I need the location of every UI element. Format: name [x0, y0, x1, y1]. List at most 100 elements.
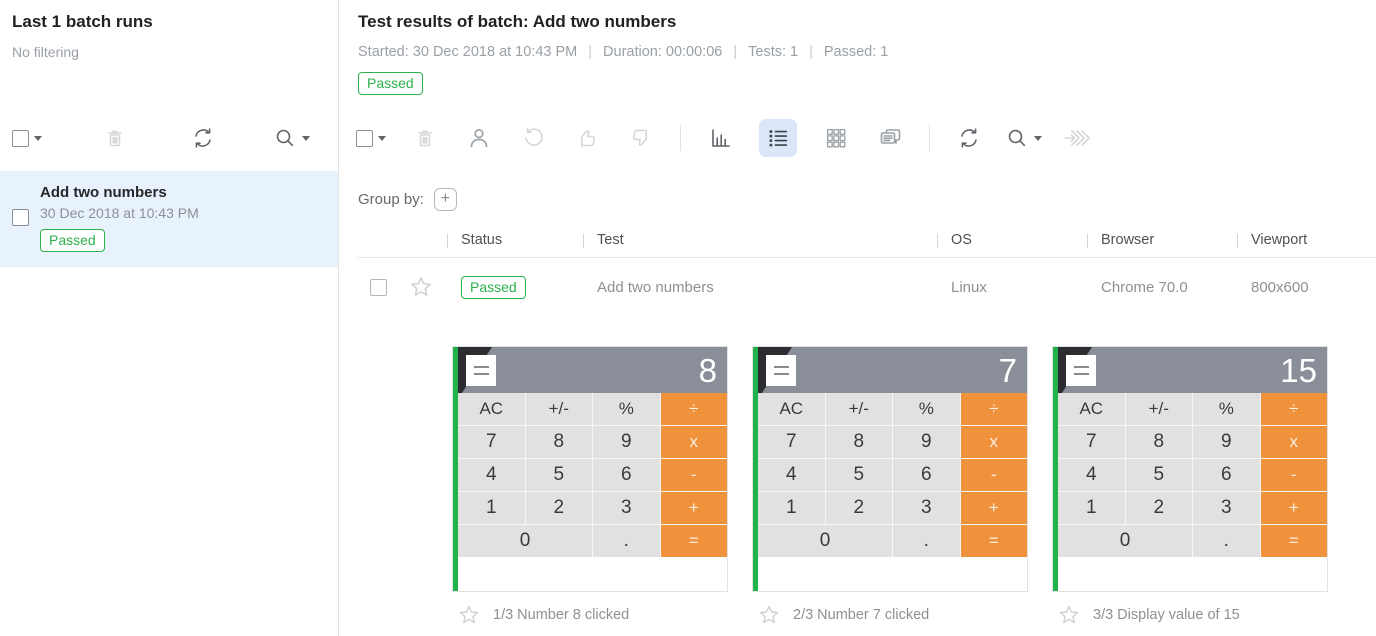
- calc-key-x: x: [960, 426, 1027, 458]
- calc-key-÷: ÷: [660, 393, 727, 425]
- select-all-checkbox[interactable]: [12, 119, 42, 157]
- step-screenshot-1: 8 AC +/-% ÷ 7 8 9 x 4 5 6-1 2 3 +0. = 1/3 Number 8 cl…: [452, 346, 728, 627]
- group-by-label: Group by:: [358, 191, 424, 208]
- calc-key-%: %: [593, 393, 660, 425]
- calc-key-1: 1: [758, 492, 825, 524]
- row-status-cell: Passed: [447, 275, 583, 299]
- calc-key-AC: AC: [458, 393, 525, 425]
- calc-key-2: 2: [525, 492, 592, 524]
- favorite-star-icon[interactable]: [1057, 603, 1081, 627]
- calc-footer: [458, 557, 727, 591]
- calc-key-6: 6: [893, 459, 960, 491]
- calc-key-4: 4: [758, 459, 825, 491]
- step-caption: 1/3 Number 8 clicked: [452, 603, 728, 627]
- calc-key--: -: [660, 459, 727, 491]
- calc-key-9: 9: [1193, 426, 1260, 458]
- thumbs-up-icon[interactable]: [572, 119, 602, 157]
- screenshot-thumbnail[interactable]: 8 AC +/-% ÷ 7 8 9 x 4 5 6-1 2 3 +0. =: [452, 346, 728, 592]
- calc-key-+/-: +/-: [1125, 393, 1192, 425]
- calc-key-=: =: [1260, 525, 1327, 557]
- calc-key-AC: AC: [758, 393, 825, 425]
- calc-key-5: 5: [525, 459, 592, 491]
- calc-display-bar: 7: [758, 347, 1027, 393]
- favorite-star-icon[interactable]: [408, 274, 434, 300]
- favorite-star-icon[interactable]: [757, 603, 781, 627]
- refresh-icon[interactable]: [954, 119, 984, 157]
- sidebar-filter-status: No filtering: [12, 44, 79, 60]
- search-icon[interactable]: [1008, 119, 1042, 157]
- step-caption-text: 1/3 Number 8 clicked: [493, 607, 630, 623]
- calc-display-bar: 15: [1058, 347, 1327, 393]
- calc-key-+: +: [660, 492, 727, 524]
- thumbs-down-icon[interactable]: [626, 119, 656, 157]
- user-icon[interactable]: [464, 119, 494, 157]
- calc-keypad: AC +/-% ÷ 7 8 9 x 4 5 6- 1 2 3 +0. =: [458, 393, 727, 557]
- column-header-viewport: Viewport: [1237, 232, 1376, 248]
- calc-key-0: 0: [758, 525, 892, 557]
- pass-indicator-strip: [1053, 347, 1058, 591]
- sidebar-title: Last 1 batch runs: [12, 12, 153, 31]
- row-status-badge: Passed: [461, 275, 526, 299]
- calc-keypad: AC +/-% ÷ 7 8 9 x 4 5 6- 1 2 3 +0. =: [1058, 393, 1327, 557]
- calc-key-=: =: [660, 525, 727, 557]
- list-view-icon[interactable]: [759, 119, 797, 157]
- hamburger-menu-icon: [466, 355, 496, 386]
- pass-indicator-strip: [453, 347, 458, 591]
- add-group-button[interactable]: +: [433, 188, 457, 211]
- calc-key-2: 2: [1125, 492, 1192, 524]
- calc-key-+: +: [1260, 492, 1327, 524]
- undo-icon[interactable]: [518, 119, 548, 157]
- meta-tests: Tests: 1: [748, 44, 799, 60]
- calc-key-3: 3: [893, 492, 960, 524]
- calc-footer: [1058, 557, 1327, 591]
- calc-display-value: 15: [1280, 352, 1317, 389]
- delete-icon[interactable]: [100, 119, 130, 157]
- favorite-star-icon[interactable]: [457, 603, 481, 627]
- calc-key-8: 8: [825, 426, 892, 458]
- calc-key-9: 9: [893, 426, 960, 458]
- screenshot-thumbnail[interactable]: 15 AC +/-% ÷ 7 8 9 x 4 5 6- 1 2 3 +0. =: [1052, 346, 1328, 592]
- row-checkbox[interactable]: [370, 278, 387, 296]
- calc-key--: -: [1260, 459, 1327, 491]
- batch-run-list-item[interactable]: Add two numbers 30 Dec 2018 at 10:43 PM …: [0, 171, 338, 267]
- pass-indicator-strip: [753, 347, 758, 591]
- calc-key-0: 0: [1058, 525, 1192, 557]
- calc-key--: -: [960, 459, 1027, 491]
- calc-key-x: x: [1260, 426, 1327, 458]
- calc-key-7: 7: [1058, 426, 1125, 458]
- step-screenshots: 8 AC +/-% ÷ 7 8 9 x 4 5 6-1 2 3 +0. = 1/3 Number 8 cl…: [452, 346, 1328, 627]
- step-caption-text: 3/3 Display value of 15: [1093, 607, 1240, 623]
- calc-key-8: 8: [525, 426, 592, 458]
- calc-key-5: 5: [1125, 459, 1192, 491]
- comments-icon[interactable]: [875, 119, 905, 157]
- meta-passed: Passed: 1: [823, 44, 889, 60]
- bar-chart-view-icon[interactable]: [705, 119, 735, 157]
- select-all-results-checkbox[interactable]: [356, 119, 386, 157]
- screenshot-thumbnail[interactable]: 7 AC +/-% ÷ 7 8 9 x 4 5 6-1 2 3 +0. =: [752, 346, 1028, 592]
- table-header-row: Status Test OS Browser Viewport: [358, 232, 1376, 258]
- batch-run-checkbox[interactable]: [12, 209, 29, 226]
- batch-run-title: Add two numbers: [40, 184, 167, 201]
- calc-key-.: .: [593, 525, 660, 557]
- row-os-cell: Linux: [951, 278, 987, 296]
- delete-icon[interactable]: [410, 119, 440, 157]
- calc-key-%: %: [893, 393, 960, 425]
- calc-key-4: 4: [458, 459, 525, 491]
- search-icon[interactable]: [276, 119, 310, 157]
- column-header-browser: Browser: [1087, 232, 1237, 248]
- row-test-cell: Add two numbers: [597, 278, 714, 296]
- calc-key-0: 0: [458, 525, 592, 557]
- process-forward-icon[interactable]: [1062, 119, 1092, 157]
- calc-key-6: 6: [1193, 459, 1260, 491]
- calc-display-value: 7: [998, 352, 1017, 389]
- calc-key-5: 5: [825, 459, 892, 491]
- refresh-icon[interactable]: [188, 119, 218, 157]
- batch-status-badge: Passed: [358, 72, 423, 95]
- calc-key-1: 1: [458, 492, 525, 524]
- grid-view-icon[interactable]: [821, 119, 851, 157]
- batch-runs-sidebar: Last 1 batch runs No filtering Add two n…: [0, 0, 339, 636]
- sidebar-toolbar: [0, 120, 338, 156]
- table-row[interactable]: Passed Add two numbers Linux Chrome 70.0…: [358, 258, 1376, 300]
- calc-key-3: 3: [1193, 492, 1260, 524]
- step-caption-text: 2/3 Number 7 clicked: [793, 607, 930, 623]
